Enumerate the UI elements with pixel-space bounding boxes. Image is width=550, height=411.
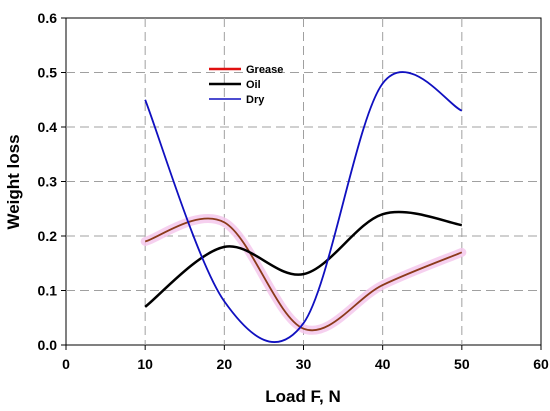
x-tick-label: 30 (296, 356, 312, 372)
series-line-dry (144, 71, 463, 343)
legend: Grease Oil Dry (209, 64, 283, 106)
x-tick-label: 0 (62, 356, 70, 372)
legend-label-grease: Grease (246, 64, 283, 76)
y-tick-label: 0.3 (38, 174, 58, 190)
x-tick-label: 50 (454, 356, 470, 372)
y-tick-label: 0.1 (38, 283, 58, 299)
y-tick-label: 0.4 (38, 119, 58, 135)
x-tick-label: 60 (533, 356, 549, 372)
y-axis-title: Weight loss (4, 134, 23, 229)
series-lines (140, 71, 467, 343)
y-tick-label: 0.5 (38, 65, 58, 81)
grid (66, 18, 541, 345)
x-tick-label: 40 (375, 356, 391, 372)
y-tick-label: 0.6 (38, 10, 58, 26)
series-line-grease (144, 217, 463, 332)
x-tick-label: 20 (217, 356, 233, 372)
x-axis-title: Load F, N (265, 387, 341, 406)
y-tick-label: 0.2 (38, 228, 58, 244)
legend-label-oil: Oil (246, 79, 261, 91)
y-tick-label: 0.0 (38, 337, 58, 353)
series-line-oil (144, 210, 463, 308)
axis-ticks: 0 10 20 30 40 50 60 0.0 0.1 0.2 0.3 0.4 0.5 0.6 (38, 10, 549, 372)
x-tick-label: 10 (137, 356, 153, 372)
legend-label-dry: Dry (246, 94, 265, 106)
